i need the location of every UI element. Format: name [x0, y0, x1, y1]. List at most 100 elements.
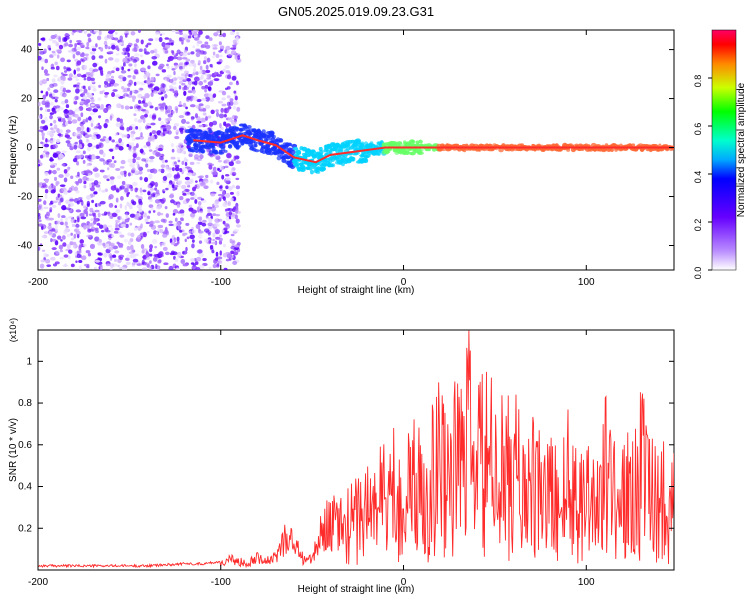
heatmap-cell: [164, 109, 168, 115]
heatmap-cell: [78, 265, 83, 270]
heatmap-ridge-cell: [404, 150, 410, 154]
heatmap-cell: [182, 102, 187, 108]
heatmap-cell: [49, 209, 52, 213]
heatmap-cell: [49, 122, 53, 127]
heatmap-cell: [52, 82, 58, 87]
heatmap-cell: [128, 145, 132, 151]
heatmap-cell: [67, 50, 73, 53]
heatmap-cell: [150, 122, 156, 126]
heatmap-cell: [82, 91, 85, 95]
heatmap-cell: [217, 193, 223, 197]
heatmap-cell: [137, 164, 140, 170]
heatmap-cell: [69, 39, 73, 44]
heatmap-cell: [92, 85, 96, 89]
heatmap-cell: [92, 127, 98, 131]
heatmap-cell: [140, 59, 145, 65]
heatmap-cell: [178, 85, 182, 90]
heatmap-cell: [228, 211, 233, 216]
heatmap-cell: [120, 70, 127, 74]
heatmap-cell: [178, 32, 182, 35]
heatmap-cell: [63, 177, 68, 183]
heatmap-ridge-cell: [270, 137, 276, 142]
heatmap-cell: [179, 229, 183, 233]
heatmap-cell: [225, 208, 229, 212]
heatmap-cell: [108, 194, 114, 200]
heatmap-cell: [135, 126, 139, 130]
heatmap-cell: [106, 159, 113, 163]
heatmap-cell: [224, 108, 229, 114]
heatmap-cell: [172, 56, 178, 60]
heatmap-cell: [38, 213, 41, 217]
heatmap-cell: [134, 69, 139, 74]
heatmap-cell: [146, 169, 151, 173]
heatmap-cell: [128, 246, 134, 251]
heatmap-cell: [186, 78, 191, 82]
heatmap-cell: [104, 45, 111, 50]
figure-title: GN05.2025.019.09.23.G31: [278, 4, 434, 19]
heatmap-cell: [62, 242, 67, 247]
heatmap-cell: [149, 187, 155, 191]
heatmap-cell: [129, 90, 133, 96]
heatmap-cell: [63, 223, 66, 226]
heatmap-cell: [185, 72, 189, 77]
heatmap-cell: [54, 261, 60, 265]
heatmap-cell: [111, 212, 118, 218]
top-y-tick-label: -40: [18, 241, 33, 252]
heatmap-cell: [197, 221, 203, 225]
heatmap-cell: [116, 47, 120, 52]
top-x-ticks: -200 -100 0 100: [28, 30, 595, 288]
heatmap-ridge-cell: [418, 148, 424, 152]
heatmap-cell: [40, 259, 46, 263]
heatmap-cell: [136, 235, 142, 240]
heatmap-cell: [44, 189, 49, 194]
heatmap-cell: [219, 123, 222, 129]
heatmap-cell: [198, 175, 205, 179]
heatmap-cell: [45, 217, 52, 221]
heatmap-cell: [179, 62, 184, 65]
heatmap-cell: [73, 110, 77, 114]
heatmap-cell: [87, 116, 92, 121]
heatmap-cell: [38, 101, 41, 107]
heatmap-cell: [38, 114, 42, 120]
heatmap-cell: [108, 246, 114, 251]
heatmap-cell: [77, 135, 81, 139]
heatmap-cell: [233, 155, 237, 161]
heatmap-ridge-cell: [307, 165, 313, 171]
heatmap-cell: [197, 158, 203, 162]
heatmap-cell: [152, 168, 158, 174]
heatmap-cell: [75, 260, 78, 263]
heatmap-cell: [198, 70, 203, 75]
heatmap-cell: [220, 45, 225, 50]
heatmap-cell: [120, 223, 126, 228]
heatmap-ridge-cell: [261, 129, 266, 134]
heatmap-cell: [126, 201, 130, 207]
heatmap-cell: [164, 44, 171, 49]
heatmap-cell: [148, 149, 153, 152]
heatmap-cell: [144, 113, 148, 118]
heatmap-cell: [79, 244, 83, 248]
heatmap-cell: [203, 93, 210, 98]
heatmap-cell: [184, 111, 191, 116]
heatmap-cell: [228, 161, 235, 167]
heatmap-cell: [50, 137, 54, 142]
heatmap-cell: [93, 180, 99, 186]
heatmap-ridge-cell: [235, 140, 240, 146]
heatmap-cell: [115, 83, 118, 87]
heatmap-cell: [131, 201, 137, 206]
heatmap-cell: [102, 136, 107, 139]
heatmap-cell: [183, 49, 188, 53]
heatmap-cell: [234, 42, 238, 46]
heatmap-cell: [226, 54, 233, 59]
heatmap-cell: [83, 64, 88, 70]
heatmap-cell: [42, 94, 47, 100]
heatmap-cell: [149, 114, 153, 119]
heatmap-ridge-cell: [410, 139, 416, 144]
heatmap-cell: [109, 215, 114, 219]
heatmap-cell: [121, 218, 125, 222]
bottom-x-tick-label: 0: [401, 577, 407, 588]
heatmap-cell: [189, 73, 193, 78]
heatmap-cell: [65, 199, 71, 204]
heatmap-cell: [156, 206, 162, 210]
heatmap-cell: [182, 192, 187, 196]
heatmap-cell: [190, 116, 194, 121]
